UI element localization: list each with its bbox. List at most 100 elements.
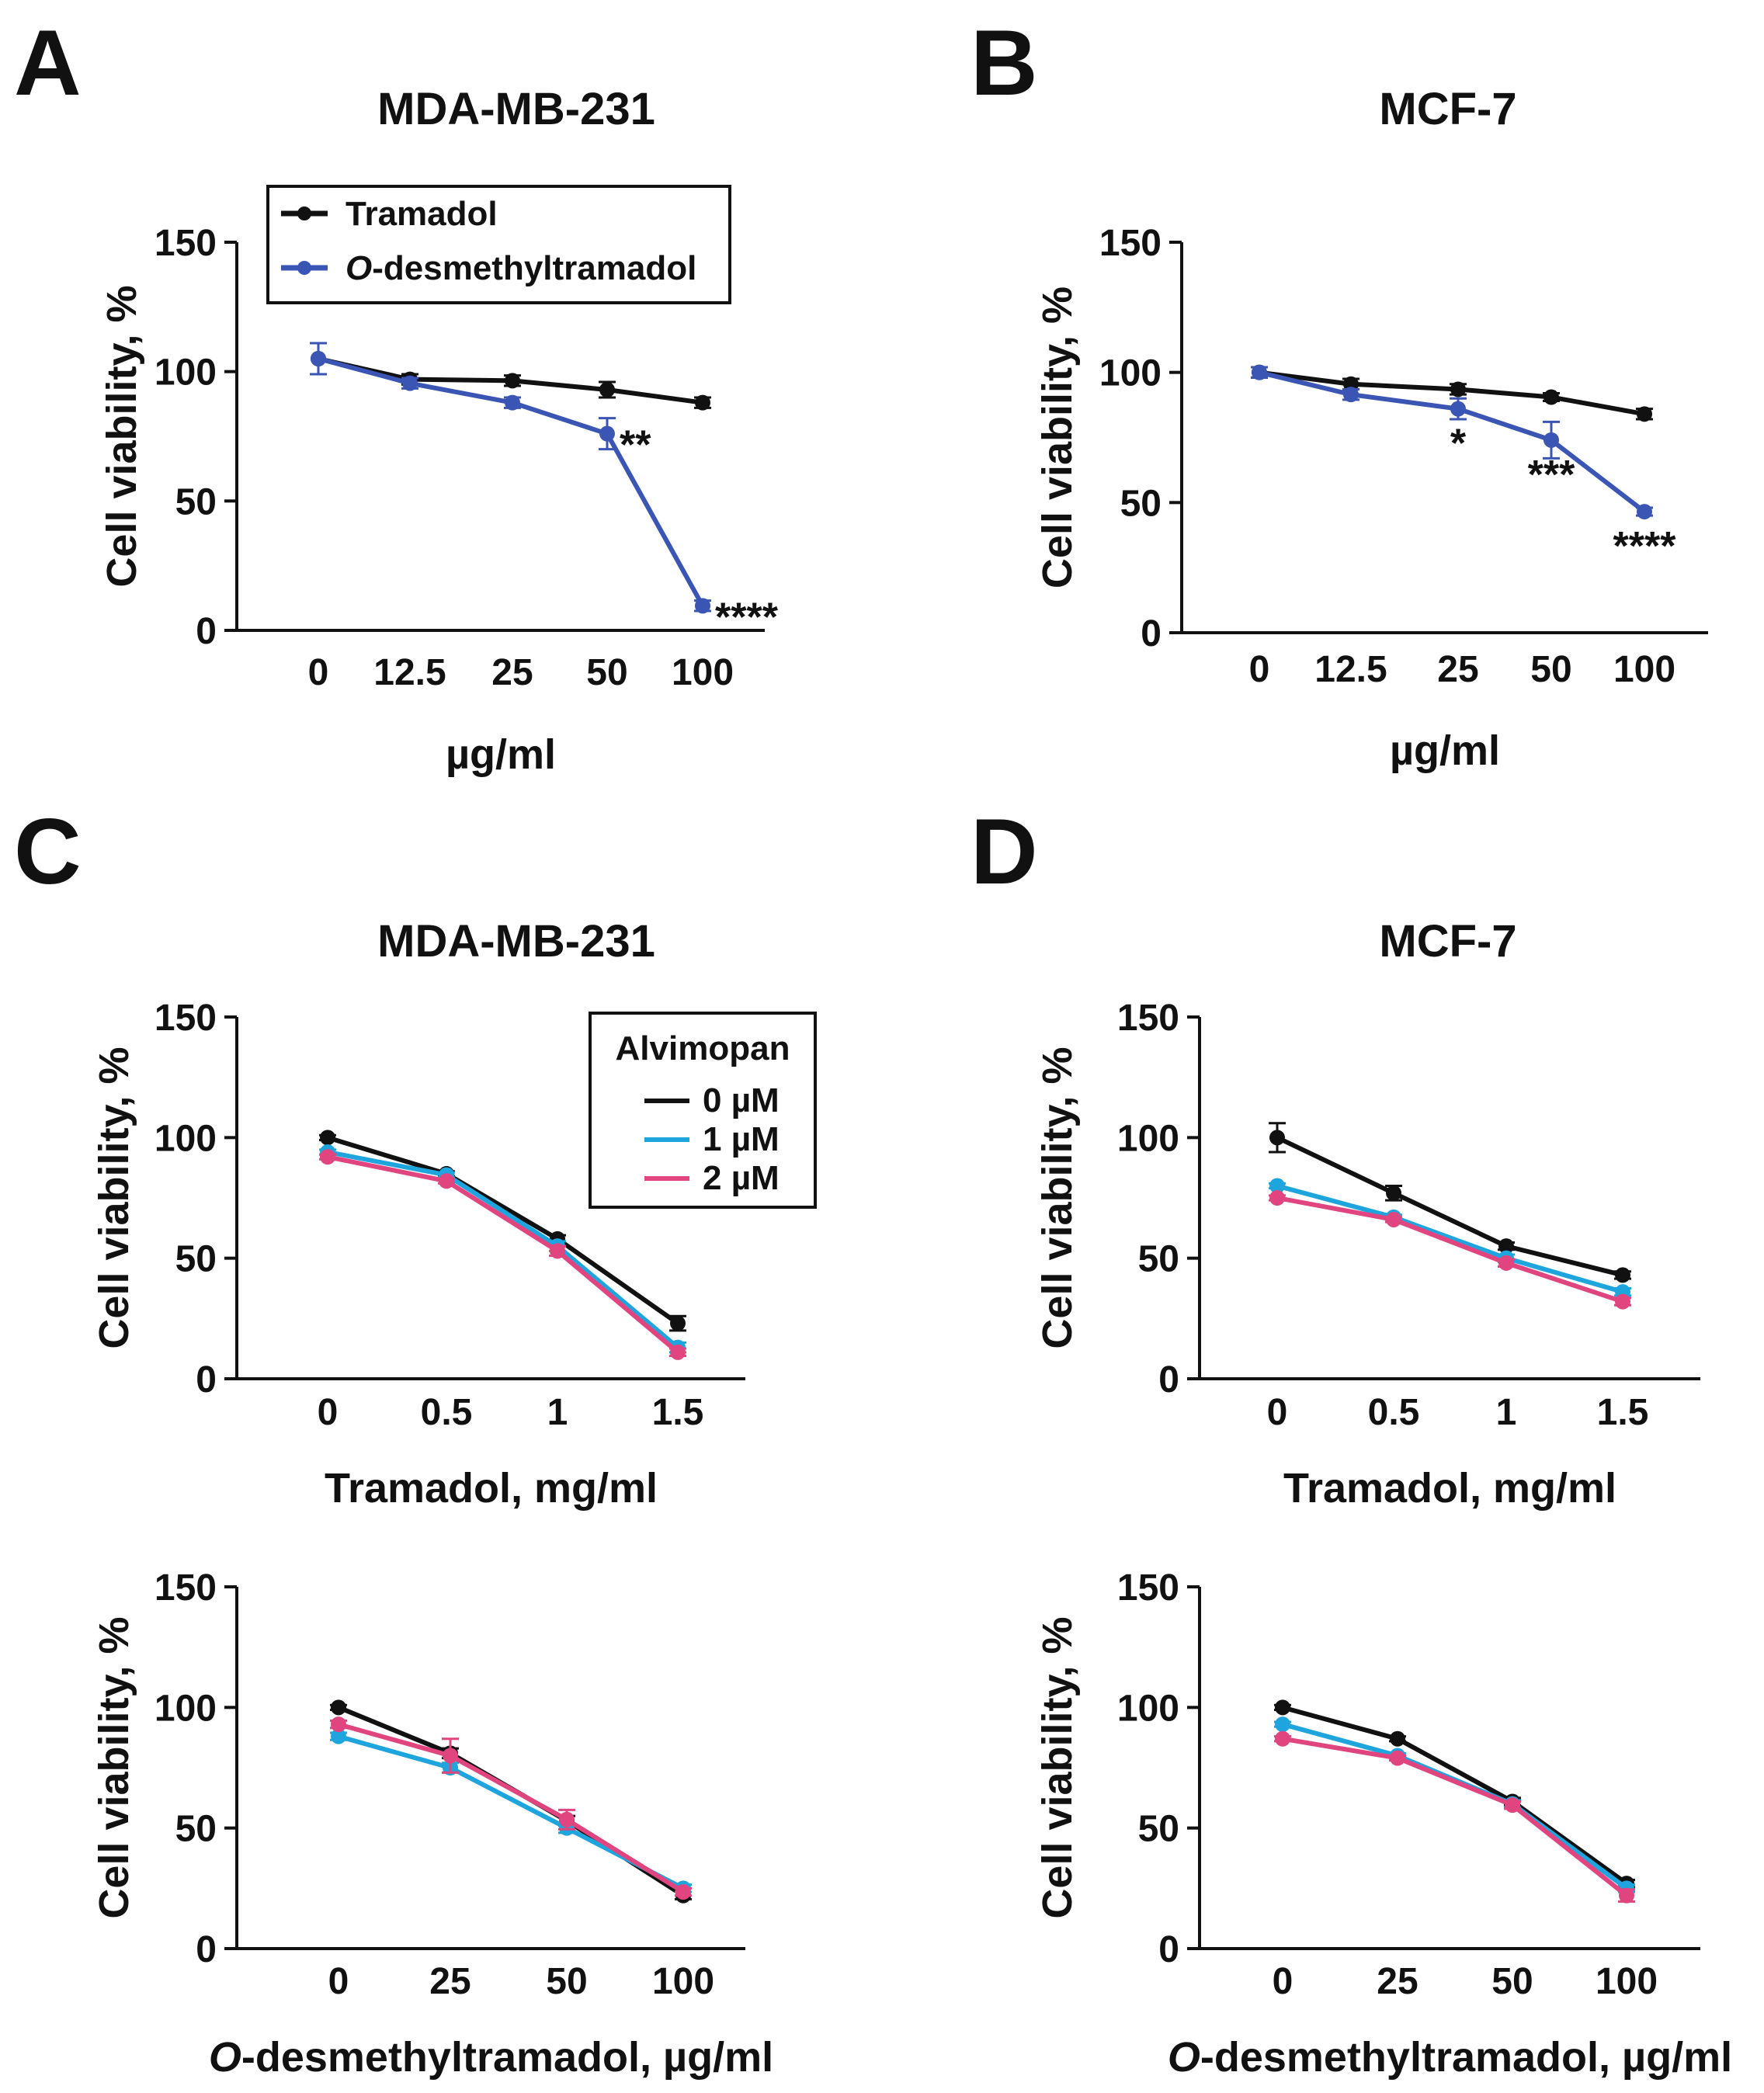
data-point: [670, 1315, 686, 1331]
series-line: [1282, 1705, 1628, 1886]
series-line: [1276, 1135, 1623, 1278]
series-line: [327, 1135, 679, 1326]
significance-mark: *: [1450, 422, 1467, 467]
legend-odsmt-label: O-desmethyltramadol: [346, 249, 696, 287]
chart-b: 0 50 100 150 0 12.5 25 50 100 µg/ml Cell viability…: [1034, 223, 1708, 774]
data-point: [1275, 1716, 1290, 1733]
y-tick-label: 0: [1141, 613, 1162, 654]
y-tick-label: 0: [1158, 1929, 1179, 1970]
y-axis-label: Cell viability, %: [99, 285, 145, 587]
x-axis-label-rest: -desmethyltramadol, µg/ml: [241, 2034, 773, 2081]
x-tick-label: 25: [1437, 649, 1478, 690]
panel-letter-c: C: [14, 800, 82, 904]
y-tick-label: 50: [1138, 1239, 1179, 1280]
x-axis-label: Tramadol, mg/ml: [325, 1465, 658, 1512]
x-tick-label: 100: [1596, 1961, 1658, 2002]
x-tick-label: 100: [672, 652, 734, 693]
data-point: [1252, 364, 1267, 380]
data-point: [1390, 1730, 1405, 1747]
x-axis-label: µg/ml: [446, 731, 556, 778]
significance-mark: ****: [715, 595, 779, 640]
x-tick-label: 1: [1496, 1392, 1517, 1433]
data-point: [1637, 504, 1652, 520]
series-line: [1276, 1183, 1623, 1295]
legend-drug: Tramadol O-desmethyltramadol: [266, 185, 731, 304]
y-tick-label: 0: [196, 1359, 217, 1401]
legend-alv1-label: 1 µM: [703, 1120, 780, 1158]
legend-odsmt-prefix: O: [346, 249, 372, 287]
x-tick-label: 100: [1613, 649, 1675, 690]
series-line: [327, 1154, 679, 1355]
data-point: [599, 382, 615, 397]
y-tick-label: 150: [1117, 998, 1179, 1039]
x-axis-label: µg/ml: [1390, 727, 1500, 774]
legend-odsmt-rest: -desmethyltramadol: [372, 249, 696, 287]
x-axis-label: Tramadol, mg/ml: [1283, 1465, 1616, 1512]
x-tick-label: 0: [1249, 649, 1270, 690]
y-axis-label: Cell viability, %: [1034, 1046, 1081, 1348]
y-tick-label: 100: [1117, 1118, 1179, 1159]
y-tick-label: 100: [155, 1118, 217, 1159]
x-tick-label: 0: [318, 1392, 339, 1433]
data-point: [1615, 1267, 1630, 1283]
data-point: [320, 1130, 335, 1146]
x-tick-label: 0: [1267, 1392, 1288, 1433]
data-point: [1275, 1730, 1290, 1747]
data-point: [675, 1883, 691, 1900]
y-tick-label: 50: [175, 1809, 217, 1850]
data-point: [320, 1149, 335, 1165]
panel-letter-a: A: [14, 11, 82, 115]
legend-alvimopan-frame: [589, 1012, 817, 1209]
panel-d-title: MCF-7: [1379, 916, 1516, 967]
x-tick-label: 0.5: [1368, 1392, 1420, 1433]
panel-a-title: MDA-MB-231: [377, 84, 655, 134]
data-point: [1386, 1185, 1401, 1201]
data-point: [1450, 401, 1466, 417]
data-point: [505, 394, 520, 411]
chart-c-tramadol: 0 50 100 150 0 0.5 1 1.5 Tramadol, mg/ml Cell via…: [91, 998, 745, 1512]
data-point: [695, 394, 710, 411]
x-axis-label: O-desmethyltramadol, µg/ml: [209, 2034, 773, 2081]
x-tick-label: 0.5: [421, 1392, 473, 1433]
series-line: [327, 1150, 679, 1349]
data-point: [1269, 1130, 1285, 1146]
data-point: [1390, 1750, 1405, 1766]
x-axis-label-prefix: O: [209, 2034, 241, 2081]
data-point: [443, 1748, 458, 1764]
y-tick-label: 150: [1099, 223, 1162, 264]
data-point: [331, 1716, 346, 1733]
data-point: [1343, 387, 1359, 403]
x-tick-label: 1.5: [652, 1392, 704, 1433]
y-tick-label: 150: [155, 998, 217, 1039]
legend-odsmt-marker: [297, 261, 311, 275]
data-point: [1619, 1887, 1634, 1904]
significance-mark: **: [620, 423, 651, 468]
chart-a: 0 50 100 150 0 12.5 25 50 100 µg/ml Cell viability…: [99, 223, 779, 778]
y-tick-label: 0: [196, 611, 217, 652]
chart-d-odsmt: 0 50 100 150 0 25 50 100 O-desmethyltramadol, µg…: [1034, 1567, 1732, 2081]
panel-b-title: MCF-7: [1379, 84, 1516, 134]
x-tick-label: 0: [1273, 1961, 1293, 2002]
data-point: [331, 1728, 346, 1744]
y-tick-label: 100: [1117, 1688, 1179, 1729]
chart-c-odsmt: 0 50 100 150 0 25 50 100 O-desmethyltramadol, µg…: [91, 1567, 773, 2081]
x-tick-label: 50: [1491, 1961, 1533, 2002]
panel-c-title: MDA-MB-231: [377, 916, 655, 967]
y-axis-label: Cell viability, %: [91, 1616, 137, 1918]
x-axis-label-rest: -desmethyltramadol, µg/ml: [1200, 2034, 1732, 2081]
data-point: [1269, 1190, 1285, 1206]
data-point: [1505, 1797, 1520, 1814]
legend-alv2-label: 2 µM: [703, 1159, 780, 1197]
series-line: [338, 1734, 685, 1890]
y-axis-label: Cell viability, %: [1034, 1616, 1081, 1918]
data-point: [559, 1811, 575, 1827]
data-point: [1544, 432, 1559, 448]
data-point: [1269, 1178, 1285, 1194]
chart-d-tramadol: 0 50 100 150 0 0.5 1 1.5 Tramadol, mg/ml Cell via…: [1034, 998, 1700, 1512]
data-point: [599, 425, 615, 442]
data-point: [1498, 1238, 1514, 1255]
series-line: [338, 1722, 685, 1894]
y-tick-label: 50: [1120, 483, 1162, 524]
x-tick-label: 50: [1530, 649, 1571, 690]
